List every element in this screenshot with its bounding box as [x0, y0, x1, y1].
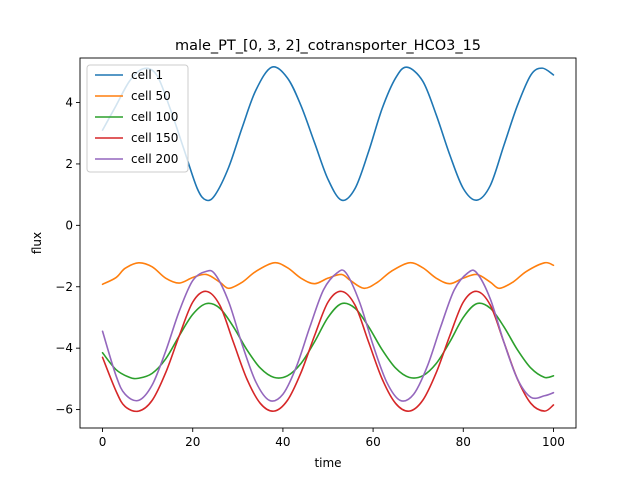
series-line-cell-100	[101, 302, 555, 380]
y-tick-label: −2	[55, 280, 73, 294]
x-axis-label: time	[314, 456, 341, 470]
x-tick-label: 0	[99, 435, 107, 449]
legend-items: cell 1 cell 50 cell 100 cell 150 cell 200	[95, 68, 178, 166]
y-tick-label: −6	[55, 403, 73, 417]
legend-label-cell-200: cell 200	[131, 152, 178, 166]
legend-label-cell-1: cell 1	[131, 68, 163, 82]
y-axis-ticks: −6 −4 −2 0 2 4	[55, 96, 80, 417]
legend-box	[86, 64, 189, 173]
series-line-cell-150	[101, 290, 555, 413]
y-axis-label: flux	[30, 232, 44, 254]
legend-label-cell-150: cell 150	[131, 131, 178, 145]
x-axis-ticks: 0 20 40 60 80 100	[99, 428, 565, 449]
y-tick-label: 4	[65, 96, 73, 110]
series-line-cell-50	[101, 261, 555, 290]
axes-frame	[79, 57, 577, 429]
legend-label-cell-50: cell 50	[131, 89, 171, 103]
x-tick-label: 40	[275, 435, 290, 449]
legend-label-cell-100: cell 100	[131, 110, 178, 124]
y-tick-label: −4	[55, 341, 73, 355]
x-tick-label: 100	[542, 435, 565, 449]
y-tick-label: 0	[65, 218, 73, 232]
x-tick-label: 80	[456, 435, 471, 449]
series-line-cell-200	[101, 269, 555, 402]
x-tick-label: 20	[185, 435, 200, 449]
y-tick-label: 2	[65, 157, 73, 171]
x-tick-label: 60	[365, 435, 380, 449]
legend: cell 1 cell 50 cell 100 cell 150 cell 200	[86, 64, 189, 173]
chart-title: male_PT_[0, 3, 2]_cotransporter_HCO3_15	[175, 38, 481, 54]
